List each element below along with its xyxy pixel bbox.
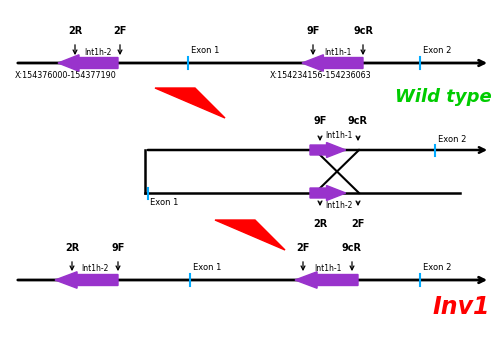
- Text: Int1h-1: Int1h-1: [326, 131, 352, 140]
- Text: Exon 1: Exon 1: [150, 198, 178, 207]
- Text: Exon 2: Exon 2: [438, 135, 466, 144]
- Text: 2F: 2F: [296, 243, 310, 253]
- FancyArrow shape: [55, 272, 118, 288]
- Text: Wild type: Wild type: [395, 88, 492, 106]
- Polygon shape: [215, 220, 285, 250]
- FancyArrow shape: [295, 272, 358, 288]
- Text: Exon 2: Exon 2: [423, 263, 452, 272]
- Text: X:154376000-154377190: X:154376000-154377190: [15, 71, 117, 80]
- Text: 9cR: 9cR: [353, 26, 373, 36]
- Polygon shape: [155, 88, 225, 118]
- Text: 2R: 2R: [65, 243, 79, 253]
- FancyArrow shape: [310, 185, 346, 200]
- FancyArrow shape: [302, 55, 363, 71]
- Text: 9F: 9F: [314, 116, 326, 126]
- Text: 9F: 9F: [112, 243, 124, 253]
- Text: Int1h-1: Int1h-1: [314, 264, 341, 273]
- Text: 9cR: 9cR: [348, 116, 368, 126]
- Text: X:154234156-154236063: X:154234156-154236063: [270, 71, 372, 80]
- FancyArrow shape: [310, 142, 346, 158]
- Text: Int1h-2: Int1h-2: [326, 201, 352, 210]
- Text: 2R: 2R: [68, 26, 82, 36]
- Text: Int1h-2: Int1h-2: [84, 48, 111, 57]
- Text: 2F: 2F: [352, 219, 364, 229]
- Text: 2F: 2F: [114, 26, 126, 36]
- Text: Exon 2: Exon 2: [423, 46, 452, 55]
- Text: Int1h-2: Int1h-2: [82, 264, 108, 273]
- FancyArrow shape: [58, 55, 118, 71]
- Text: Inv1: Inv1: [432, 295, 490, 319]
- Text: Exon 1: Exon 1: [193, 263, 222, 272]
- Text: Exon 1: Exon 1: [191, 46, 220, 55]
- Text: 9F: 9F: [306, 26, 320, 36]
- Text: 9cR: 9cR: [342, 243, 362, 253]
- Text: 2R: 2R: [313, 219, 327, 229]
- Text: Int1h-1: Int1h-1: [324, 48, 351, 57]
